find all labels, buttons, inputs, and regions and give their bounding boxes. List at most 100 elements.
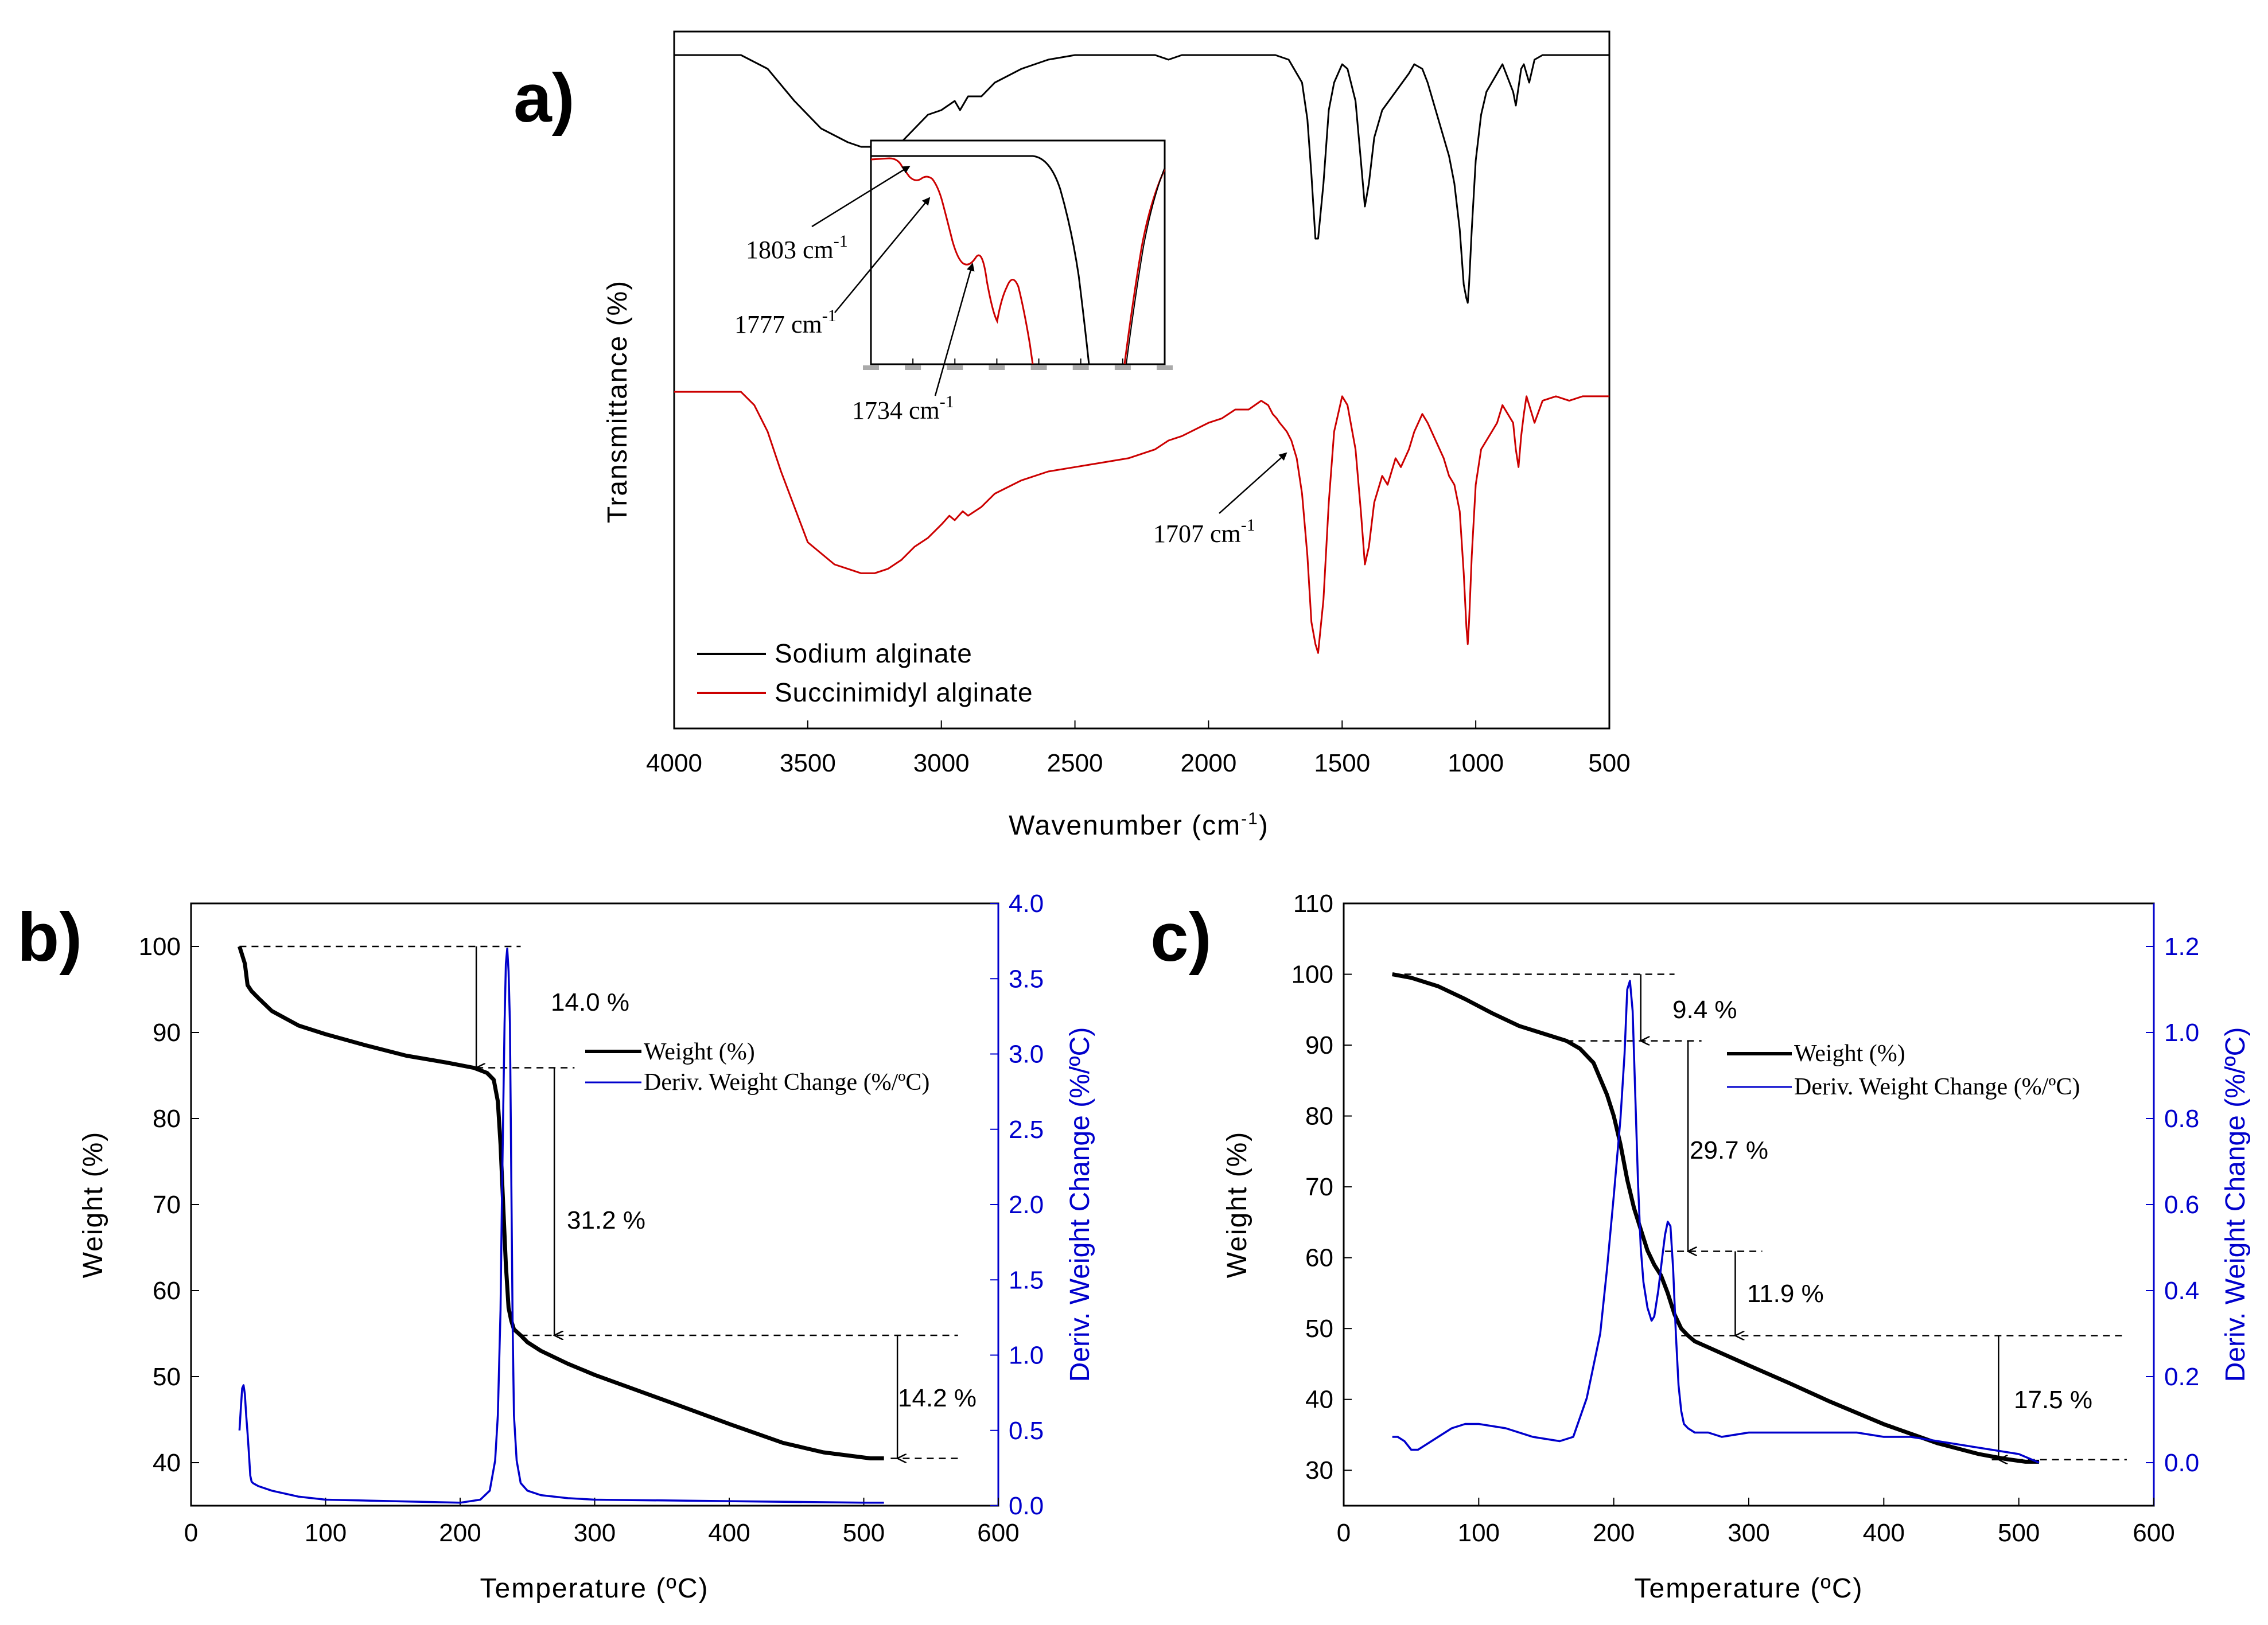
steps-b — [239, 945, 958, 1459]
deriv-line — [1392, 980, 2040, 1464]
inset-tick-label-blur — [863, 365, 879, 370]
inset-black-curve-right — [1126, 167, 1165, 365]
y2-tick-label: 3.5 — [1009, 965, 1044, 993]
y-tick-label: 40 — [153, 1449, 181, 1477]
y-tick-label: 70 — [153, 1191, 181, 1219]
y-tick-label: 100 — [139, 933, 181, 961]
y-tick-label: 80 — [153, 1105, 181, 1133]
inset-label-1777: 1777 cm-1 — [734, 306, 837, 338]
y2-tick-label: 0.0 — [2164, 1449, 2199, 1477]
x-tick-label: 0 — [184, 1519, 198, 1547]
panel-letter-b: b) — [17, 899, 82, 976]
x-tick-label: 600 — [2133, 1519, 2174, 1547]
inset-red-curve — [870, 157, 1034, 365]
y-tick-label: 100 — [1291, 961, 1333, 989]
axes-b: 0 100 200 300 400 500 600 40 50 60 70 80 90 100 0.0 0.5… — [139, 890, 1044, 1547]
legend: Sodium alginate Succinimidyl alginate — [697, 638, 1033, 707]
x-tick-label: 3500 — [780, 749, 836, 777]
inset-zoom: 1803 cm-1 1777 cm-1 1734 cm-1 — [734, 139, 1173, 424]
y-axis-title: Transmittance (%) — [602, 280, 633, 523]
y2-tick-label: 1.0 — [1009, 1342, 1044, 1370]
inset-label-1734: 1734 cm-1 — [852, 392, 954, 424]
x-tick-label: 300 — [574, 1519, 616, 1547]
inset-label-1803: 1803 cm-1 — [746, 232, 848, 264]
y2-axis-title-b: Deriv. Weight Change (%/ºC) — [1065, 1027, 1095, 1382]
inset-tick-label-blur — [1114, 365, 1131, 370]
annotation-1707: 1707 cm-1 — [1153, 516, 1255, 548]
inset-ticks — [863, 358, 1173, 370]
inset-arrow-1734 — [934, 263, 975, 396]
x-tick-label: 100 — [1458, 1519, 1500, 1547]
series-group-b — [238, 945, 884, 1504]
legend-label-weight-b: Weight (%) — [644, 1039, 755, 1065]
annotation-c-11-9: 11.9 % — [1747, 1280, 1824, 1308]
x-axis-title-b: Temperature (ºC) — [480, 1573, 709, 1604]
y-tick-label: 50 — [153, 1363, 181, 1391]
x-tick-label: 1500 — [1314, 749, 1370, 777]
y-tick-label: 30 — [1305, 1456, 1333, 1484]
y-tick-label: 90 — [153, 1019, 181, 1047]
panel-letter-a: a) — [513, 60, 575, 137]
plot-frame — [673, 30, 1610, 730]
y-tick-label: 50 — [1305, 1315, 1333, 1343]
inset-arrow-1803 — [811, 165, 911, 228]
x-tick-label: 2000 — [1180, 749, 1236, 777]
panel-letter-c: c) — [1150, 899, 1212, 976]
legend-b: Weight (%) Deriv. Weight Change (%/ºC) — [585, 1039, 929, 1096]
y2-tick-label: 1.0 — [2164, 1019, 2199, 1047]
x-tick-label: 100 — [305, 1519, 347, 1547]
y-tick-label: 90 — [1305, 1031, 1333, 1059]
legend-label-weight-c: Weight (%) — [1794, 1041, 1905, 1067]
axes-c: 0 100 200 300 400 500 600 30 40 50 60 70 80 90 100 110 0… — [1291, 890, 2200, 1547]
y-axis-title-b: Weight (%) — [78, 1131, 108, 1279]
inset-tick-label-blur — [989, 365, 1005, 370]
annotation-b-31-2: 31.2 % — [567, 1206, 645, 1234]
weight-line — [1392, 972, 2039, 1464]
legend-c: Weight (%) Deriv. Weight Change (%/ºC) — [1727, 1041, 2080, 1100]
y2-tick-label: 0.0 — [1009, 1492, 1044, 1520]
tga-chart-c: 0 100 200 300 400 500 600 30 40 50 60 70 80 90 100 110 0… — [1222, 890, 2251, 1604]
y-axis-title-c: Weight (%) — [1222, 1131, 1252, 1279]
x-tick-label: 400 — [1863, 1519, 1905, 1547]
inset-red-curve-right — [1123, 169, 1166, 365]
y2-tick-label: 3.0 — [1009, 1041, 1044, 1069]
annotation-c-9-4: 9.4 % — [1672, 996, 1737, 1024]
y2-tick-label: 0.4 — [2164, 1277, 2199, 1305]
y2-tick-label: 2.5 — [1009, 1116, 1044, 1144]
y2-tick-label: 1.2 — [2164, 933, 2199, 961]
annotation-c-17-5: 17.5 % — [2014, 1386, 2092, 1414]
series-group — [674, 54, 1609, 654]
x-tick-label: 500 — [843, 1519, 885, 1547]
y2-tick-label: 2.0 — [1009, 1191, 1044, 1219]
ftir-chart: 4000 3500 3000 2500 2000 1500 1000 500 Transmit… — [602, 30, 1631, 841]
y-tick-label: 60 — [153, 1277, 181, 1305]
x-axis-title-c: Temperature (ºC) — [1635, 1573, 1864, 1604]
x-tick-label: 600 — [977, 1519, 1019, 1547]
x-axis-title: Wavenumber (cm-1) — [1009, 809, 1269, 841]
series-line-succinimidyl — [674, 391, 1609, 654]
inset-tick-label-blur — [947, 365, 963, 370]
y2-tick-label: 4.0 — [1009, 890, 1044, 918]
x-axis: 4000 3500 3000 2500 2000 1500 1000 500 — [646, 720, 1631, 777]
x-tick-label: 200 — [439, 1519, 481, 1547]
y-tick-label: 60 — [1305, 1244, 1333, 1272]
inset-frame — [870, 139, 1166, 365]
series-line-sodium — [674, 54, 1609, 304]
inset-arrow-1777 — [834, 197, 931, 313]
plot-frame-c — [1343, 902, 2155, 1507]
y2-tick-label: 0.8 — [2164, 1105, 2199, 1133]
x-tick-label: 1000 — [1448, 749, 1504, 777]
x-tick-label: 0 — [1337, 1519, 1351, 1547]
inset-tick-label-blur — [1157, 365, 1173, 370]
annotation-c-29-7: 29.7 % — [1690, 1136, 1768, 1164]
x-tick-label: 300 — [1728, 1519, 1769, 1547]
y-tick-label: 40 — [1305, 1386, 1333, 1414]
y2-axis-title-c: Deriv. Weight Change (%/ºC) — [2220, 1027, 2251, 1382]
deriv-line — [238, 948, 884, 1504]
x-tick-label: 2500 — [1047, 749, 1103, 777]
inset-tick-label-blur — [905, 365, 921, 370]
y2-tick-label: 0.2 — [2164, 1363, 2199, 1391]
legend-label-succinimidyl: Succinimidyl alginate — [775, 677, 1033, 707]
annotation-b-14-0: 14.0 % — [551, 988, 629, 1016]
x-tick-label: 200 — [1593, 1519, 1635, 1547]
